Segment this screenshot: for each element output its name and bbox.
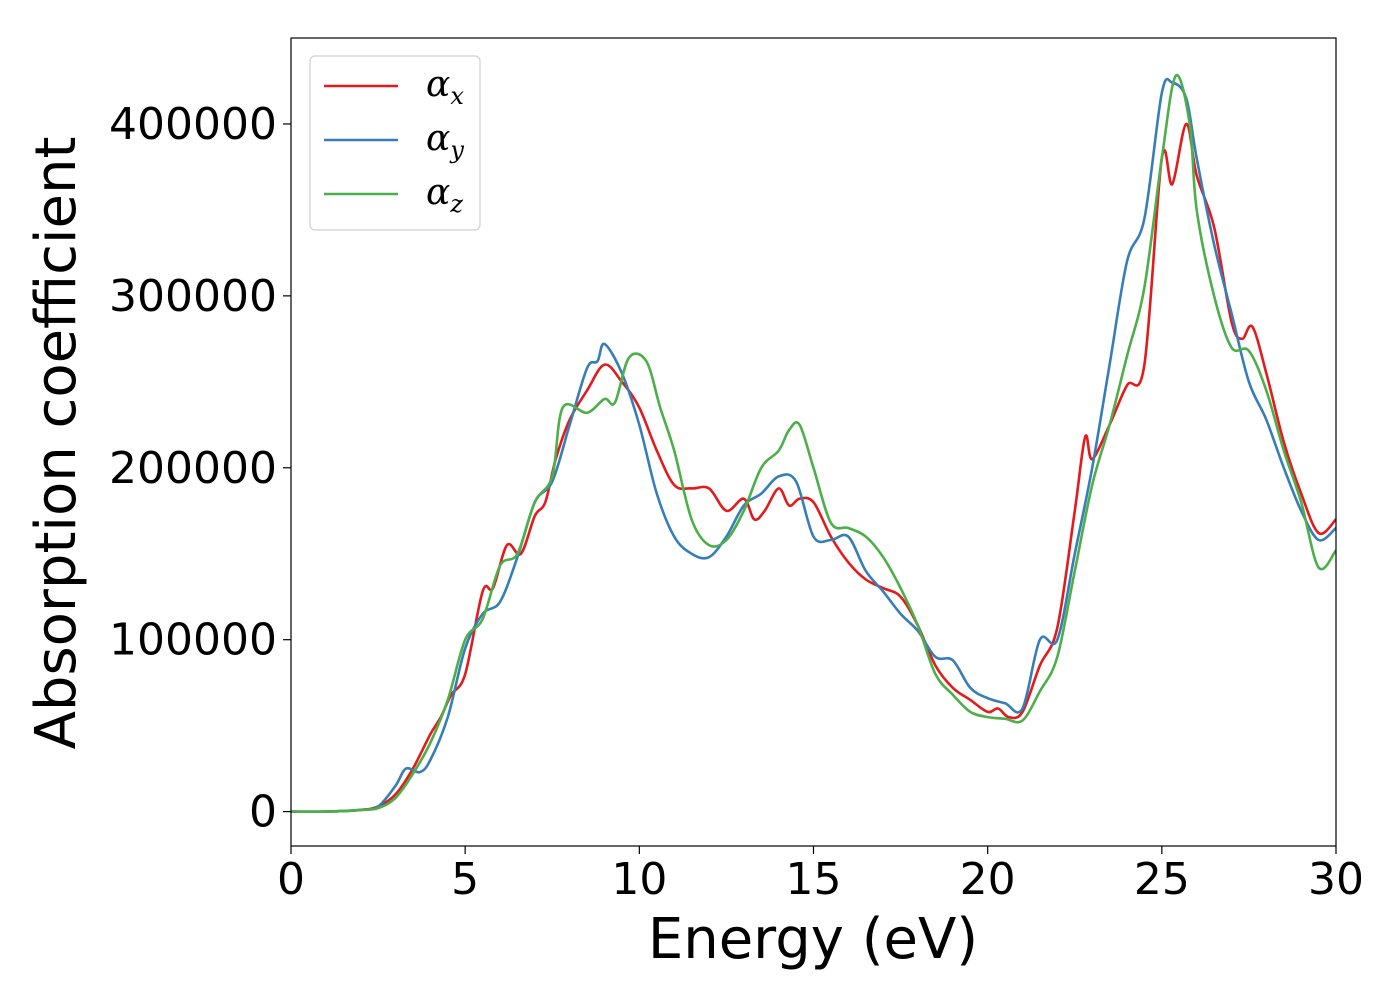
x-tick-label: 30	[1308, 854, 1364, 905]
legend-label-alpha-x: αx	[426, 64, 464, 110]
y-tick-label: 400000	[109, 99, 277, 150]
x-axis-label: Energy (eV)	[648, 907, 978, 972]
x-tick-label: 20	[960, 854, 1016, 905]
y-tick-label: 100000	[109, 615, 277, 666]
x-tick-label: 0	[277, 854, 305, 905]
series-line-alpha-z	[291, 74, 1336, 814]
axes-layer: 0 5 10 15 20 25 30 0 100000 200000 300000 400000	[109, 37, 1364, 905]
legend-label-alpha-y: αy	[426, 118, 464, 164]
x-tick-label: 15	[786, 854, 842, 905]
x-tick-label: 10	[611, 854, 667, 905]
y-tick-label: 200000	[109, 443, 277, 494]
y-tick-label: 0	[249, 787, 277, 838]
y-axis-label: Absorption coefficient	[24, 137, 89, 750]
y-tick-label: 300000	[109, 271, 277, 322]
legend: αx αy αz	[309, 55, 481, 231]
legend-label-alpha-z: αz	[426, 172, 463, 218]
legend-box	[309, 55, 481, 231]
series-line-alpha-y	[291, 77, 1336, 814]
x-tick-label: 5	[451, 854, 479, 905]
x-tick-label: 25	[1134, 854, 1190, 905]
series-layer	[291, 74, 1336, 814]
